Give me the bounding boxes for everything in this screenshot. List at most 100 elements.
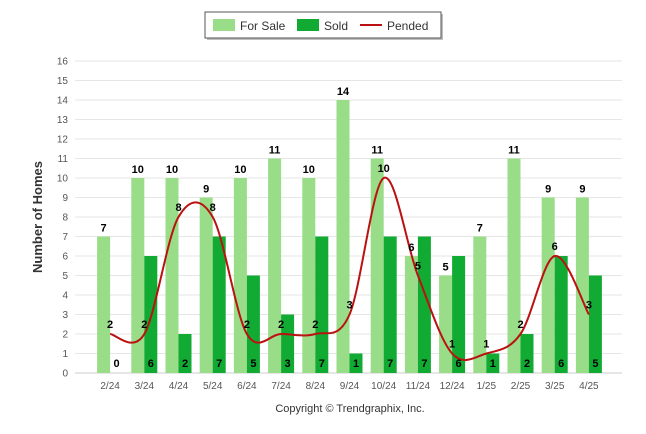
data-label-pended: 10 <box>378 163 390 175</box>
data-label-for-sale: 7 <box>101 223 107 235</box>
data-label-sold: 7 <box>421 358 427 370</box>
legend-swatch-sold <box>297 19 319 31</box>
data-label-pended: 8 <box>210 202 216 214</box>
bar-sold <box>554 256 568 373</box>
x-tick-label: 8/24 <box>306 381 326 392</box>
x-tick-label: 2/25 <box>511 381 531 392</box>
y-tick-label: 5 <box>62 271 68 282</box>
data-label-sold: 7 <box>216 358 222 370</box>
data-label-pended: 2 <box>278 319 284 331</box>
bars <box>97 100 602 373</box>
bar-for-sale <box>199 197 213 373</box>
bar-sold <box>349 353 363 373</box>
data-label-sold: 1 <box>353 358 359 370</box>
bar-sold <box>315 236 329 373</box>
x-tick-label: 5/24 <box>203 381 223 392</box>
data-label-sold: 7 <box>387 358 393 370</box>
y-tick-label: 2 <box>62 330 68 341</box>
data-label-sold: 7 <box>319 358 325 370</box>
pended-line <box>109 176 590 362</box>
x-tick-label: 10/24 <box>371 381 396 392</box>
y-tick-label: 16 <box>57 57 69 68</box>
bar-for-sale <box>507 158 521 373</box>
y-tick-label: 13 <box>57 115 69 126</box>
legend-label-pended: Pended <box>387 19 428 33</box>
bar-for-sale <box>473 236 487 373</box>
data-label-for-sale: 5 <box>443 262 449 274</box>
data-label-for-sale: 10 <box>234 164 246 176</box>
data-label-for-sale: 11 <box>508 145 520 157</box>
legend-swatch-for-sale <box>213 19 235 31</box>
bar-for-sale <box>336 100 350 373</box>
x-tick-label: 4/25 <box>579 381 599 392</box>
x-tick-label: 9/24 <box>340 381 360 392</box>
data-label-for-sale: 10 <box>166 164 178 176</box>
bar-sold <box>417 236 431 373</box>
data-label-pended: 2 <box>244 319 250 331</box>
data-label-sold: 2 <box>524 358 530 370</box>
y-tick-label: 7 <box>62 232 68 243</box>
bar-sold <box>212 236 226 373</box>
x-tick-label: 3/25 <box>545 381 565 392</box>
data-label-pended: 3 <box>586 300 592 312</box>
data-label-for-sale: 14 <box>337 86 350 98</box>
x-tick-label: 12/24 <box>440 381 465 392</box>
data-label-for-sale: 10 <box>303 164 315 176</box>
bar-sold <box>452 256 466 373</box>
data-label-pended: 2 <box>312 319 318 331</box>
bar-sold <box>246 275 260 373</box>
y-tick-label: 1 <box>62 349 68 360</box>
data-label-pended: 1 <box>483 339 489 351</box>
data-label-sold: 1 <box>490 358 496 370</box>
bar-for-sale <box>233 178 247 373</box>
y-tick-label: 8 <box>62 213 68 224</box>
data-label-sold: 6 <box>456 358 462 370</box>
data-label-for-sale: 11 <box>371 145 383 157</box>
data-label-for-sale: 6 <box>408 242 414 254</box>
bar-sold <box>486 353 500 373</box>
y-tick-label: 12 <box>57 135 69 146</box>
data-label-for-sale: 10 <box>132 164 144 176</box>
x-tick-label: 1/25 <box>477 381 497 392</box>
data-label-pended: 3 <box>346 300 352 312</box>
data-label-pended: 2 <box>107 319 113 331</box>
data-label-for-sale: 7 <box>477 223 483 235</box>
bar-for-sale <box>268 158 282 373</box>
data-label-pended: 8 <box>175 202 181 214</box>
copyright-footer: Copyright © Trendgraphix, Inc. <box>275 403 424 415</box>
legend[interactable]: For Sale Sold Pended <box>204 11 443 40</box>
y-axis-label: Number of Homes <box>30 161 45 273</box>
y-tick-label: 0 <box>62 369 68 380</box>
bar-for-sale <box>370 158 384 373</box>
x-tick-label: 6/24 <box>237 381 257 392</box>
data-label-sold: 0 <box>114 358 120 370</box>
data-label-sold: 5 <box>592 358 598 370</box>
data-label-for-sale: 11 <box>269 145 281 157</box>
data-label-for-sale: 9 <box>203 184 209 196</box>
x-tick-label: 2/24 <box>100 381 120 392</box>
x-tick-label: 11/24 <box>406 381 431 392</box>
data-label-sold: 6 <box>148 358 154 370</box>
bar-for-sale <box>404 256 418 373</box>
data-label-pended: 5 <box>415 261 421 273</box>
y-tick-label: 14 <box>57 96 69 107</box>
data-label-for-sale: 9 <box>579 184 585 196</box>
legend-label-for-sale: For Sale <box>240 19 286 33</box>
y-tick-label: 11 <box>58 154 69 165</box>
y-tick-label: 3 <box>62 310 68 321</box>
data-label-for-sale: 9 <box>545 184 551 196</box>
bar-for-sale <box>541 197 555 373</box>
bar-for-sale <box>97 236 111 373</box>
legend-label-sold: Sold <box>324 19 348 33</box>
y-tick-label: 6 <box>62 252 68 263</box>
data-label-pended: 2 <box>517 319 523 331</box>
x-axis-ticks: 2/24 3/24 4/24 5/24 6/24 7/24 8/24 9/24 10/24 11/… <box>100 381 599 392</box>
y-tick-label: 4 <box>62 291 68 302</box>
data-label-pended: 1 <box>449 339 455 351</box>
data-label-sold: 5 <box>250 358 256 370</box>
bar-for-sale <box>575 197 589 373</box>
data-label-pended: 6 <box>552 241 558 253</box>
